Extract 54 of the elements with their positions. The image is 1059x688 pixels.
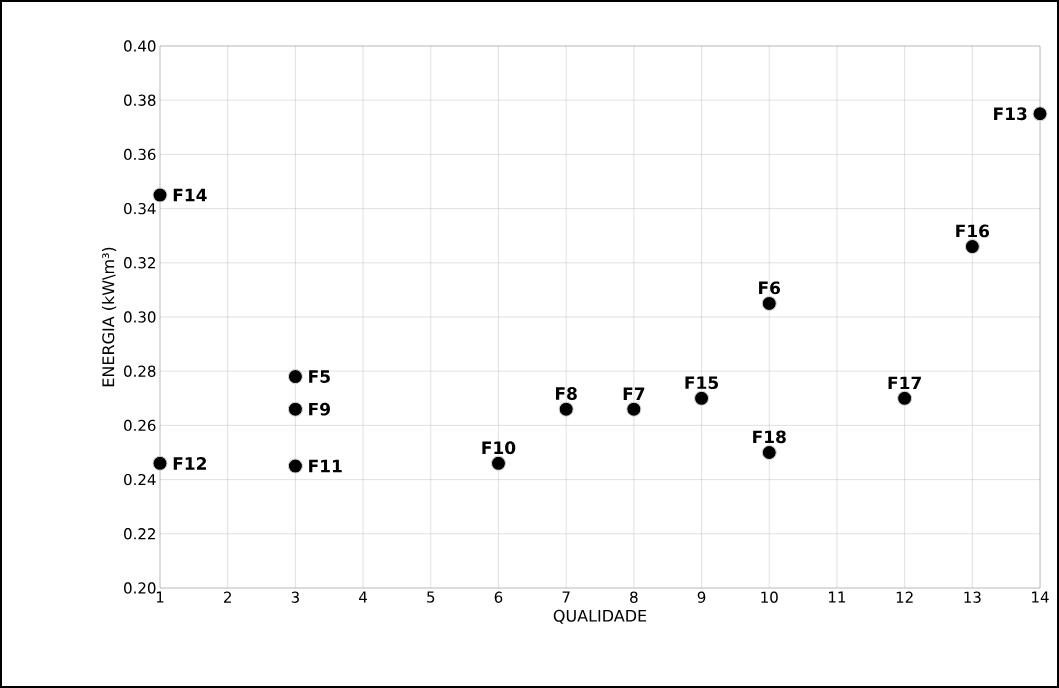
annotation: F13 bbox=[994, 107, 1027, 121]
x-tick-label: 11 bbox=[829, 591, 846, 603]
annotation: F14 bbox=[173, 188, 207, 202]
annotation: F7 bbox=[623, 387, 645, 400]
point bbox=[897, 390, 913, 406]
x-tick-label: 14 bbox=[1032, 591, 1049, 603]
x-tick-label: 10 bbox=[761, 591, 778, 603]
y-tick-label: 0.34 bbox=[124, 202, 156, 215]
annotation: F6 bbox=[759, 281, 781, 295]
x-tick-label: 13 bbox=[964, 591, 981, 603]
point bbox=[558, 401, 574, 417]
x-axis-title: QUALIDADE bbox=[553, 609, 647, 624]
point bbox=[287, 458, 303, 474]
annotation: F18 bbox=[753, 430, 786, 444]
y-tick-label: 0.24 bbox=[124, 473, 156, 486]
annotation: F16 bbox=[956, 224, 990, 238]
y-tick-label: 0.20 bbox=[124, 582, 156, 594]
x-tick-label: 6 bbox=[494, 591, 503, 603]
point bbox=[761, 445, 777, 460]
x-tick-label: 9 bbox=[697, 591, 706, 603]
y-tick-label: 0.22 bbox=[124, 528, 155, 540]
x-tick-label: 2 bbox=[224, 591, 231, 603]
point bbox=[626, 401, 642, 417]
y-tick-label: 0.36 bbox=[124, 148, 156, 161]
point bbox=[964, 239, 980, 255]
x-tick-label: 3 bbox=[291, 591, 299, 603]
x-tick-label: 1 bbox=[156, 591, 164, 603]
x-tick-label: 7 bbox=[562, 591, 570, 603]
x-tick-label: 12 bbox=[896, 591, 913, 603]
point bbox=[152, 455, 168, 471]
point bbox=[694, 390, 710, 406]
point bbox=[761, 295, 777, 311]
annotation: F5 bbox=[309, 370, 330, 383]
x-tick-label: 8 bbox=[630, 591, 638, 603]
y-tick-label: 0.38 bbox=[124, 94, 156, 106]
point bbox=[287, 369, 303, 385]
annotation: F8 bbox=[556, 387, 577, 400]
point bbox=[287, 401, 303, 417]
y-tick-label: 0.30 bbox=[124, 311, 156, 323]
y-tick-label: 0.32 bbox=[124, 257, 155, 269]
x-tick-label: 4 bbox=[359, 591, 368, 603]
y-tick-label: 0.26 bbox=[124, 419, 156, 432]
x-tick-label: 5 bbox=[427, 591, 435, 603]
point bbox=[152, 187, 168, 203]
annotation: F10 bbox=[482, 441, 516, 455]
annotation: F12 bbox=[173, 457, 206, 470]
y-tick-label: 0.40 bbox=[124, 40, 156, 52]
annotation: F11 bbox=[309, 459, 342, 473]
y-axis-title: ENERGIA (kW\m³) bbox=[101, 247, 117, 387]
annotation: F17 bbox=[888, 376, 921, 390]
point bbox=[490, 455, 506, 471]
y-tick-label: 0.28 bbox=[124, 365, 156, 377]
annotation: F15 bbox=[685, 376, 718, 390]
annotation: F9 bbox=[309, 402, 330, 416]
